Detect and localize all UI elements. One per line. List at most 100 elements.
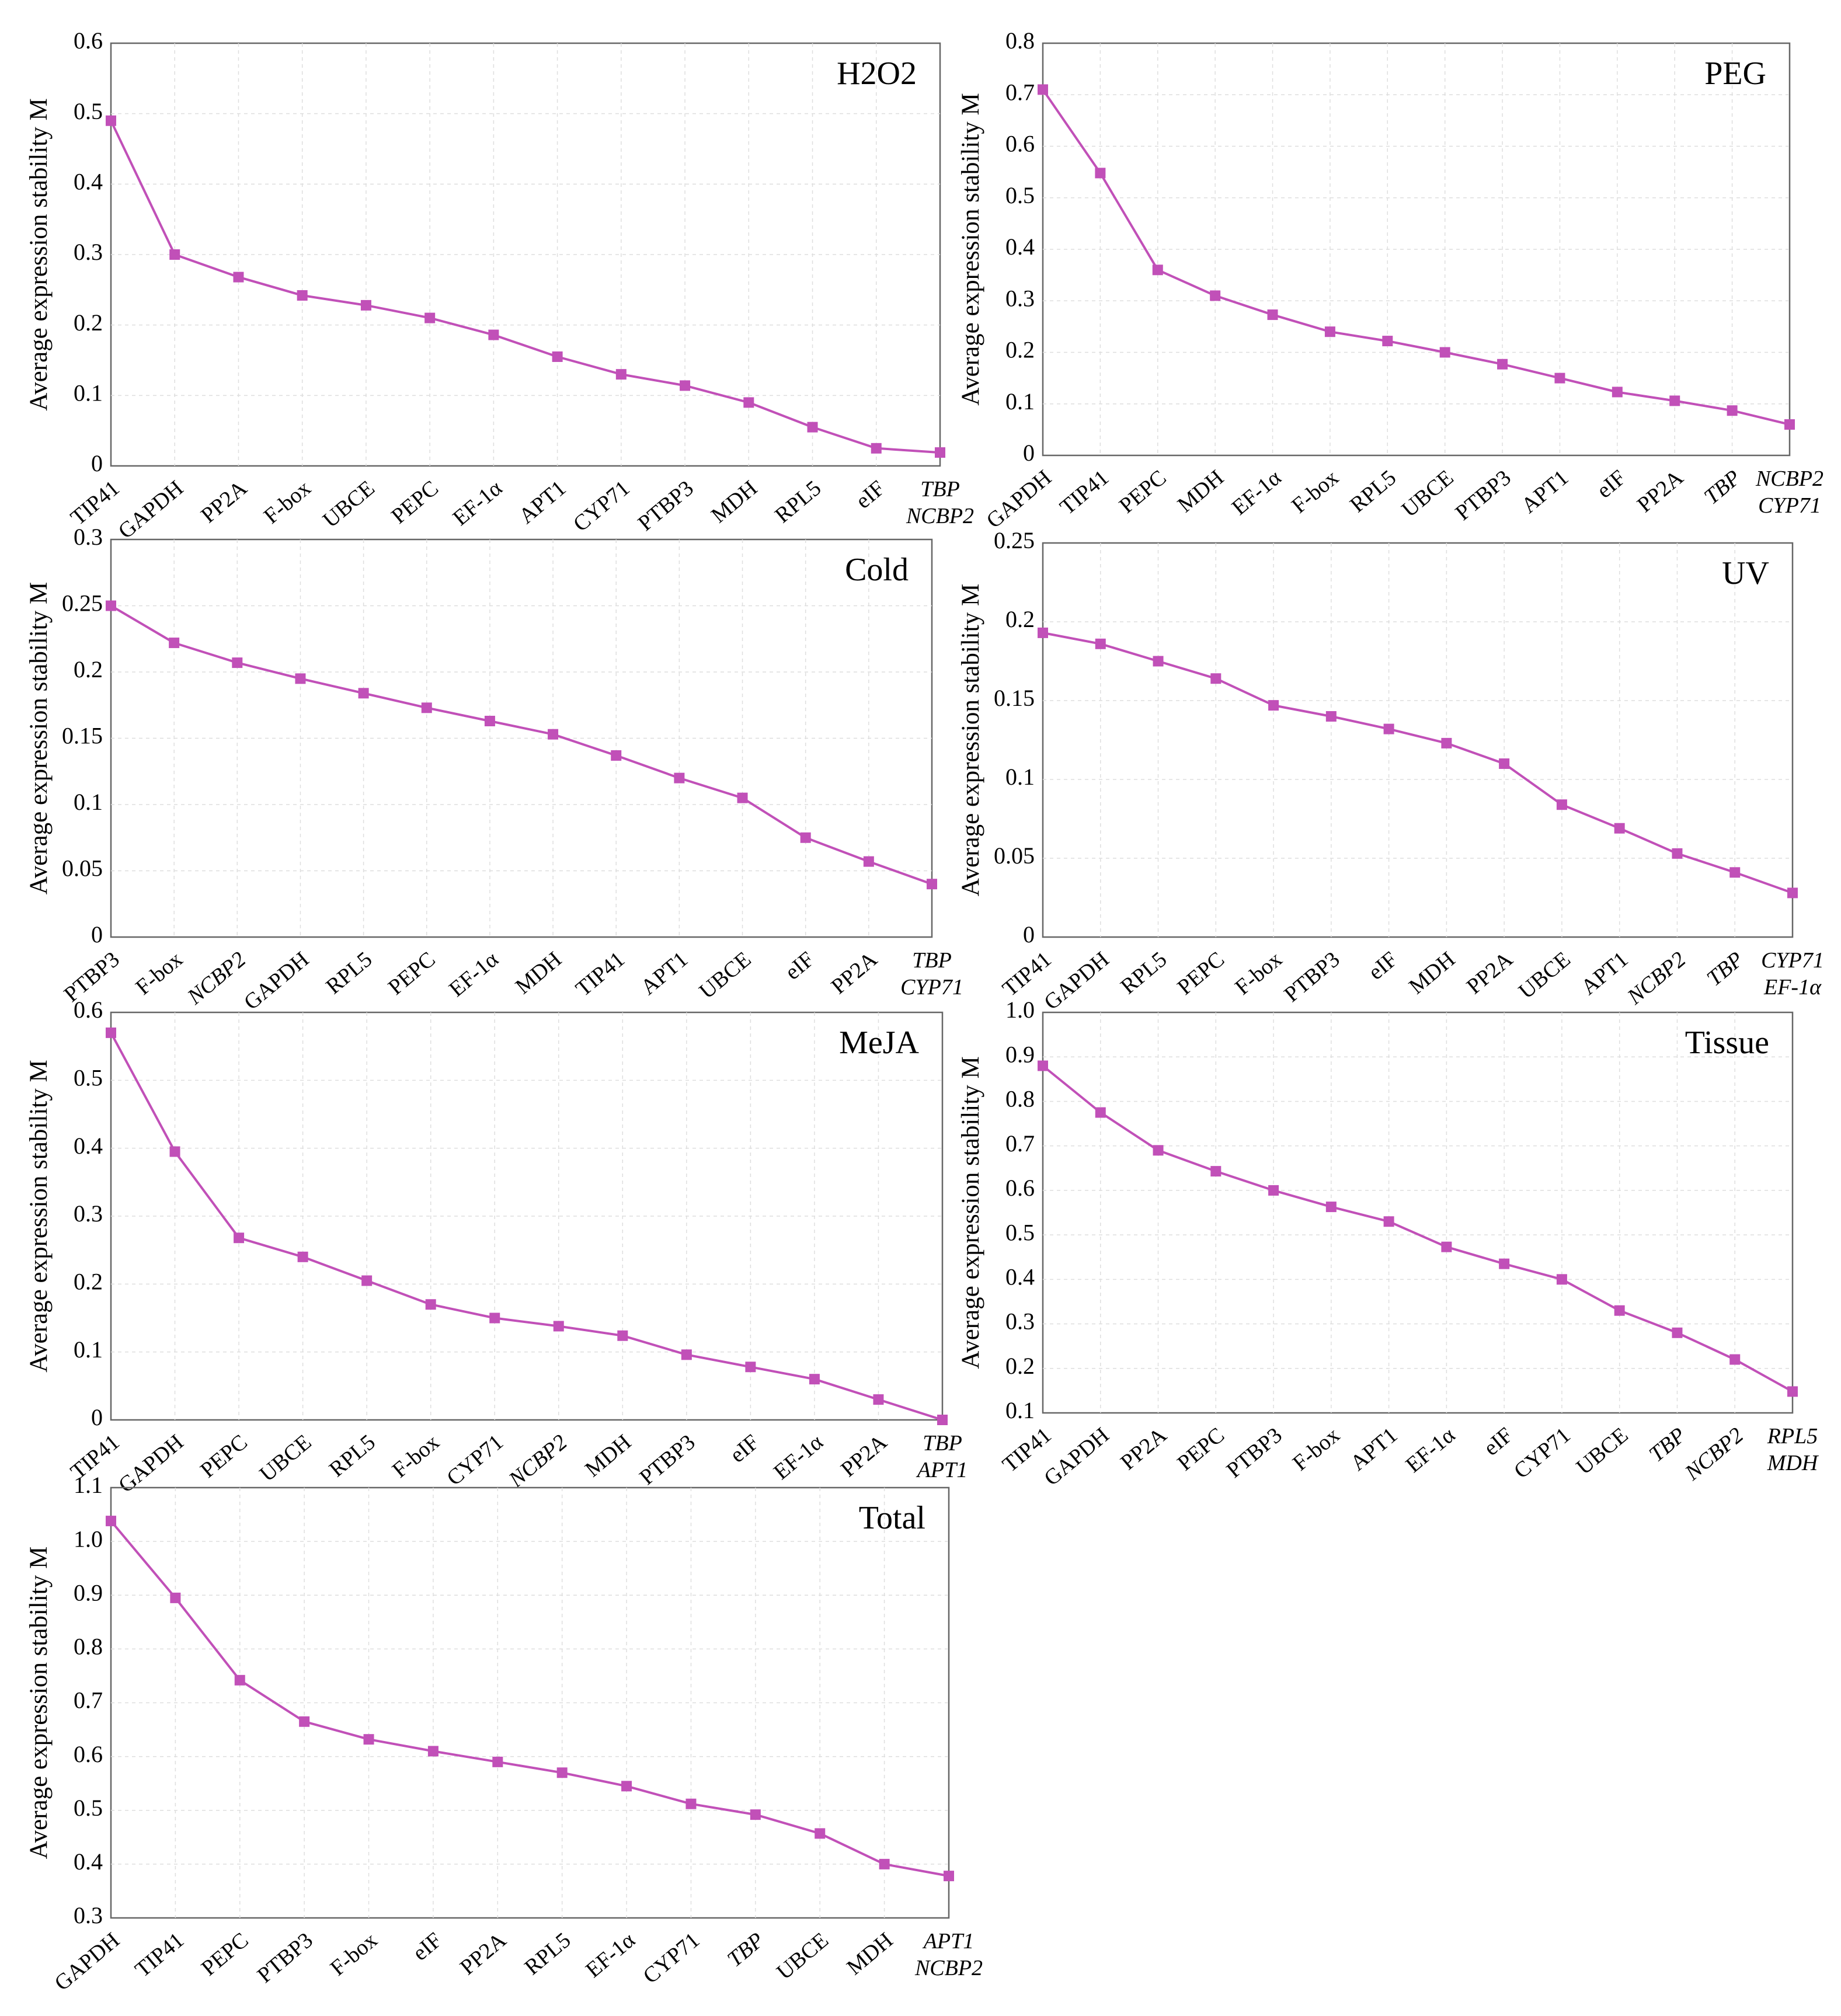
x-tick-label-tbp: TBP: [723, 1928, 769, 1972]
x-tick-label-cyp71: CYP71: [900, 975, 963, 1000]
plot-frame: [110, 538, 933, 938]
y-tick-label: 0.3: [74, 1200, 103, 1227]
x-tick-label-f-box: F-box: [326, 1928, 382, 1981]
y-tick-label: 0.2: [74, 1269, 103, 1295]
x-tick-label-apt1: APT1: [1346, 1423, 1402, 1476]
data-point-apt1: [674, 772, 685, 784]
data-point-ef-1: [1267, 309, 1278, 321]
x-tick-label-ubce: UBCE: [1514, 947, 1575, 1004]
data-point-tbp: [1727, 405, 1738, 416]
data-point-gapdh: [1095, 638, 1106, 649]
data-point-mdh: [1441, 737, 1452, 748]
data-point-ncbp2: [1672, 848, 1683, 859]
y-axis-label: Average expression stability M: [957, 1056, 984, 1369]
data-point-rpl5: [1153, 656, 1164, 667]
x-tick-label-ubce: UBCE: [1572, 1423, 1633, 1479]
data-point-tbp-cyp71: [927, 879, 937, 890]
x-tick-label-pepc: PEPC: [384, 947, 440, 1000]
data-point-cyp71-ef-1: [1787, 887, 1798, 899]
data-point-ubce: [297, 1251, 308, 1262]
chart-panel-h2o2: 0 0.1 0.2 0.3 0.4 0.5 0.6 Average expression st…: [25, 27, 974, 544]
y-axis-label: Average expression stability M: [25, 582, 53, 894]
data-point-pepc: [1210, 673, 1221, 684]
data-point-ubce: [360, 300, 371, 311]
x-tick-label-mdh: MDH: [580, 1430, 636, 1482]
x-tick-label-tip41: TIP41: [1055, 465, 1113, 520]
x-tick-label-gapdh: GAPDH: [982, 465, 1056, 533]
x-tick-label-apt1: APT1: [636, 947, 693, 1000]
x-tick-label-ef-1: EF-1α: [1763, 975, 1822, 1000]
data-point-rpl5: [361, 1275, 373, 1286]
x-tick-label-ptbp3: PTBP3: [1451, 465, 1516, 525]
x-tick-label-mdh: MDH: [1767, 1451, 1819, 1475]
y-tick-label: 0.3: [74, 1902, 103, 1928]
data-point-f-box: [297, 290, 308, 301]
x-tick-label-ubce: UBCE: [695, 947, 756, 1004]
data-point-tbp-apt1: [937, 1415, 948, 1425]
y-tick-label: 0.05: [62, 855, 103, 882]
y-tick-label: 0.8: [1005, 1086, 1035, 1112]
x-tick-label-mdh: MDH: [1404, 947, 1460, 999]
data-point-tip41: [106, 1027, 116, 1038]
x-tick-label-ef-1: EF-1α: [448, 476, 507, 531]
data-point-ubce: [815, 1828, 826, 1839]
data-point-ubce: [1439, 347, 1450, 358]
x-tick-label-ncbp2: NCBP2: [914, 1956, 983, 1980]
x-tick-label-tip41: TIP41: [130, 1928, 189, 1982]
data-point-tbp: [1672, 1327, 1683, 1338]
y-tick-label: 0.1: [74, 1336, 103, 1363]
data-point-ubce: [1556, 799, 1567, 810]
x-tick-label-pp2a: PP2A: [827, 947, 882, 1000]
x-tick-label-cyp71: CYP71: [1761, 948, 1824, 973]
data-point-cyp71: [615, 369, 627, 380]
x-tick-label-eif: eIF: [1364, 947, 1402, 985]
x-tick-label-tbp: TBP: [912, 948, 952, 973]
data-point-eif: [1612, 387, 1623, 398]
panel-title: Tissue: [1685, 1025, 1769, 1061]
data-point-mdh: [548, 729, 559, 740]
y-tick-label: 0.7: [1005, 1130, 1035, 1157]
x-tick-label-ncbp2: NCBP2: [504, 1430, 572, 1492]
data-point-tip41: [1038, 1060, 1048, 1071]
plot-frame: [110, 1486, 950, 1919]
data-point-pp2a: [492, 1756, 503, 1767]
data-point-ef-1: [1441, 1241, 1452, 1252]
data-point-tip41: [1095, 168, 1106, 179]
data-point-pp2a: [1153, 1145, 1164, 1156]
x-tick-label-apt1: APT1: [922, 1929, 975, 1954]
x-tick-label-cyp71: CYP71: [569, 476, 635, 537]
x-tick-label-eif: eIF: [851, 476, 890, 514]
y-tick-label: 0.6: [1005, 131, 1035, 157]
data-point-ncbp2: [1729, 1354, 1741, 1365]
data-point-eif: [1499, 1258, 1510, 1269]
data-point-apt1: [1554, 372, 1565, 384]
x-tick-label-cyp71: CYP71: [1509, 1423, 1575, 1484]
data-point-tbp: [750, 1809, 761, 1820]
y-tick-label: 0.4: [1005, 234, 1035, 260]
x-tick-label-pp2a: PP2A: [196, 476, 252, 528]
y-tick-label: 0.15: [62, 723, 103, 749]
y-tick-label: 0: [91, 1404, 103, 1430]
series-line: [110, 120, 941, 454]
data-point-apt1: [1614, 823, 1625, 834]
data-point-f-box: [169, 638, 180, 649]
y-tick-label: 0.25: [994, 527, 1035, 553]
x-tick-label-rpl5: RPL5: [1345, 465, 1401, 517]
y-tick-label: 0.5: [74, 1795, 103, 1821]
x-tick-label-cyp71: CYP71: [638, 1928, 704, 1989]
y-tick-label: 0: [1023, 440, 1035, 466]
y-tick-label: 0.1: [1005, 388, 1035, 415]
data-point-mdh: [879, 1858, 890, 1869]
x-tick-label-ef-1: EF-1α: [581, 1928, 640, 1983]
y-tick-label: 0.2: [74, 656, 103, 683]
x-tick-label-rpl5: RPL5: [1116, 947, 1171, 999]
x-tick-label-gapdh: GAPDH: [239, 947, 314, 1015]
data-point-gapdh: [169, 1146, 180, 1157]
y-tick-label: 0.1: [1005, 764, 1035, 790]
data-point-ncbp2: [553, 1321, 564, 1332]
x-tick-label-ncbp2: NCBP2: [1755, 466, 1823, 491]
x-tick-label-ptbp3: PTBP3: [1279, 947, 1344, 1007]
data-point-gapdh: [1095, 1107, 1106, 1118]
data-point-eif: [1383, 723, 1394, 734]
data-point-pepc: [421, 702, 432, 713]
